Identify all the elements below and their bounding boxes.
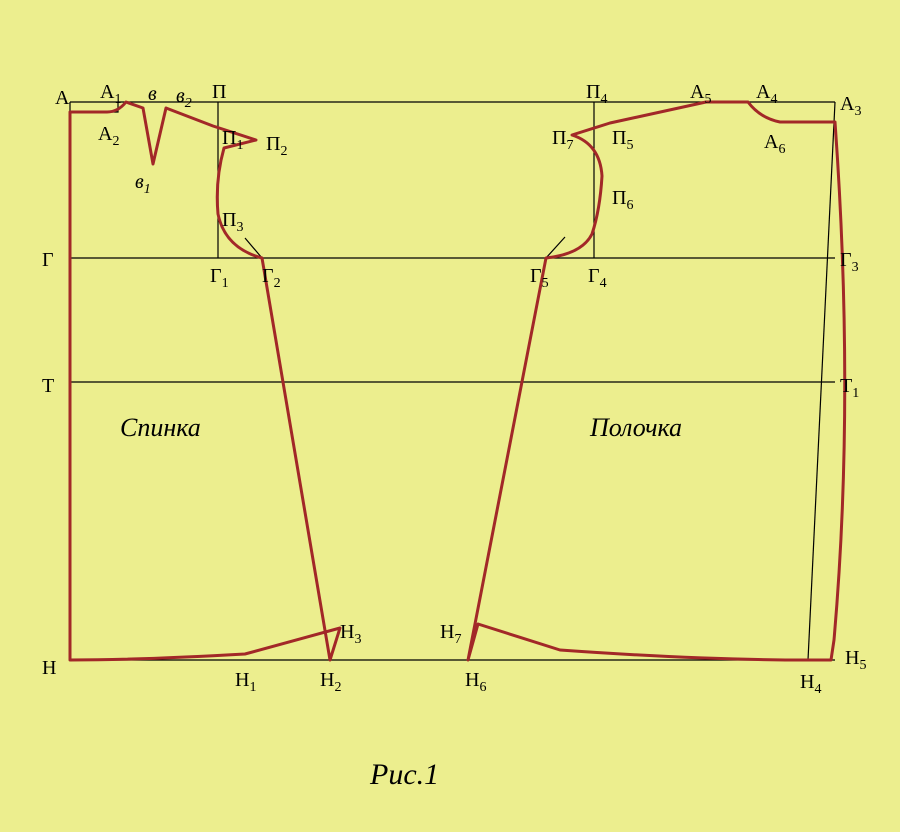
region-label-front: Полочка <box>590 415 682 441</box>
point-label: П7 <box>552 128 573 153</box>
point-label: Т1 <box>840 376 859 401</box>
point-label: Н <box>42 658 56 678</box>
point-label: П6 <box>612 188 633 213</box>
point-label: П <box>212 82 226 102</box>
grid-line <box>808 102 835 660</box>
point-label: П3 <box>222 210 243 235</box>
point-label: Г4 <box>588 266 607 291</box>
pattern-front <box>468 102 845 660</box>
point-label: А1 <box>100 82 121 107</box>
point-label: П2 <box>266 134 287 159</box>
point-label: Н2 <box>320 670 341 695</box>
point-label: Н7 <box>440 622 461 647</box>
point-label: А6 <box>764 132 785 157</box>
point-label: Н3 <box>340 622 361 647</box>
point-label: Н5 <box>845 648 866 673</box>
point-label: Н6 <box>465 670 486 695</box>
point-label: Н4 <box>800 672 821 697</box>
point-label: в1 <box>135 172 151 197</box>
point-label: П1 <box>222 128 243 153</box>
point-label: в2 <box>176 86 192 111</box>
region-label-back: Спинка <box>120 415 201 441</box>
point-label: А5 <box>690 82 711 107</box>
point-label: Г1 <box>210 266 229 291</box>
point-label: Т <box>42 376 54 396</box>
point-label: в <box>148 84 157 104</box>
point-label: Н1 <box>235 670 256 695</box>
figure-caption: Рис.1 <box>370 760 439 790</box>
pattern-back <box>70 102 340 660</box>
point-label: Г <box>42 250 54 270</box>
point-label: П5 <box>612 128 633 153</box>
point-label: Г3 <box>840 250 859 275</box>
point-label: П4 <box>586 82 607 107</box>
point-label: А <box>55 88 69 108</box>
point-label: Г2 <box>262 266 281 291</box>
point-label: А3 <box>840 94 861 119</box>
point-label: А2 <box>98 124 119 149</box>
point-label: Г5 <box>530 266 549 291</box>
point-label: А4 <box>756 82 777 107</box>
